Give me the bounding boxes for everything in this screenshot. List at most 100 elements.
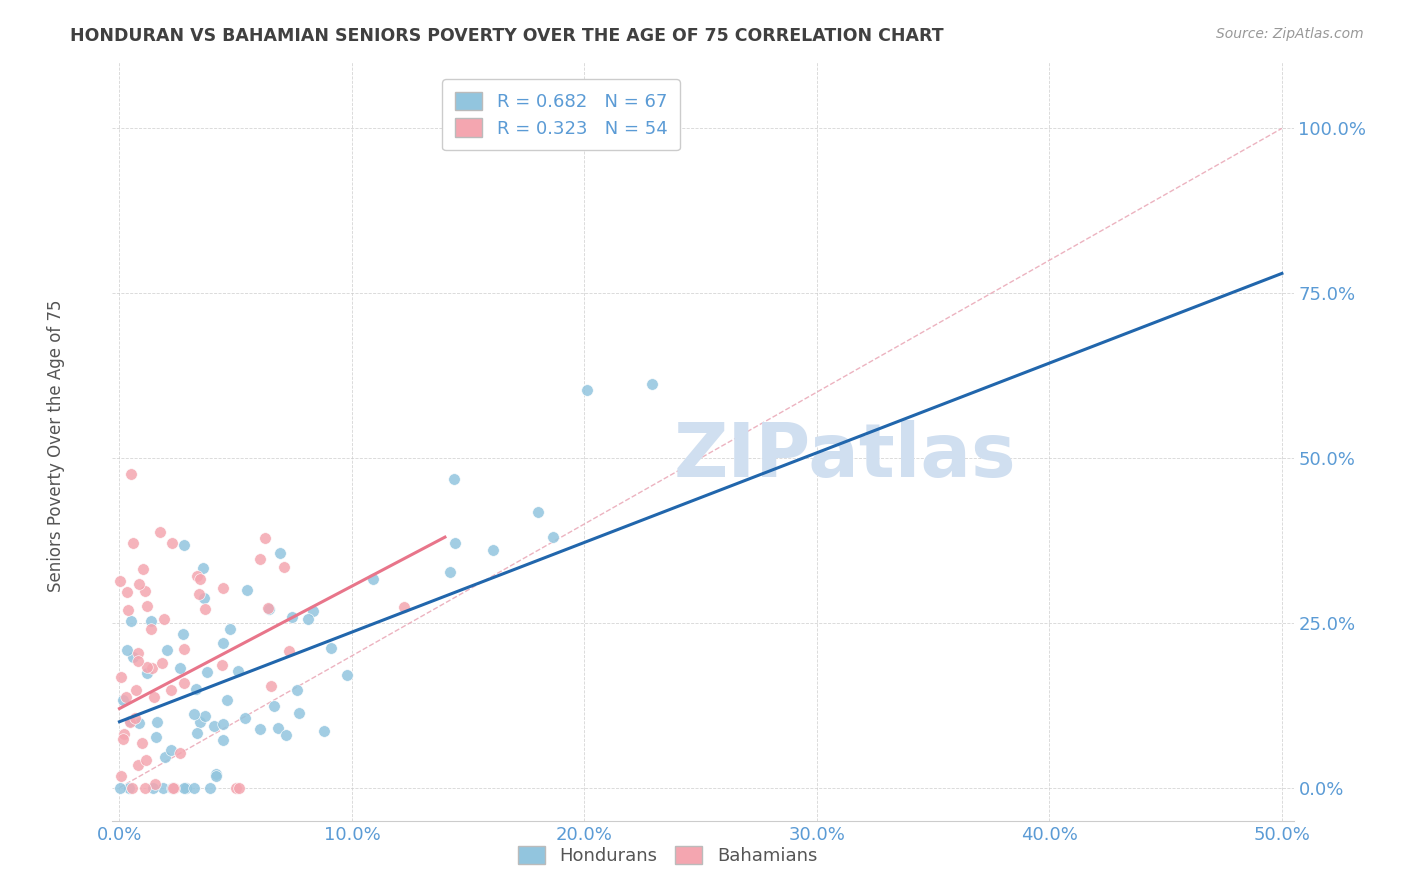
Point	[269, 546, 291, 560]
Point	[122, 649, 145, 664]
Point	[150, 656, 173, 670]
Point	[193, 591, 215, 605]
Point	[205, 769, 228, 783]
Point	[194, 709, 217, 723]
Point	[128, 577, 150, 591]
Point	[193, 561, 215, 575]
Point	[149, 525, 172, 540]
Point	[124, 711, 146, 725]
Point	[108, 574, 131, 588]
Point	[233, 711, 256, 725]
Point	[115, 690, 138, 704]
Point	[160, 536, 183, 550]
Point	[136, 665, 159, 680]
Point	[153, 750, 176, 764]
Point	[297, 612, 319, 626]
Point	[173, 538, 195, 552]
Text: ZIPatlas: ZIPatlas	[673, 420, 1017, 493]
Point	[169, 661, 191, 675]
Text: HONDURAN VS BAHAMIAN SENIORS POVERTY OVER THE AGE OF 75 CORRELATION CHART: HONDURAN VS BAHAMIAN SENIORS POVERTY OVE…	[70, 27, 943, 45]
Point	[111, 693, 134, 707]
Point	[312, 723, 335, 738]
Point	[163, 780, 186, 795]
Point	[160, 683, 183, 698]
Point	[112, 727, 135, 741]
Point	[257, 601, 280, 615]
Point	[172, 627, 194, 641]
Point	[212, 636, 235, 650]
Point	[278, 644, 301, 658]
Point	[281, 610, 304, 624]
Point	[173, 780, 195, 795]
Point	[136, 660, 159, 674]
Point	[198, 780, 221, 795]
Point	[176, 780, 198, 795]
Point	[152, 780, 174, 795]
Point	[128, 716, 150, 731]
Point	[173, 642, 195, 657]
Point	[273, 560, 295, 574]
Point	[260, 680, 283, 694]
Point	[108, 780, 131, 795]
Point	[187, 587, 209, 601]
Point	[139, 622, 162, 636]
Point	[142, 780, 165, 795]
Point	[443, 536, 465, 550]
Point	[228, 780, 250, 795]
Point	[641, 377, 664, 392]
Point	[211, 717, 233, 731]
Point	[257, 602, 280, 616]
Point	[285, 683, 308, 698]
Point	[439, 566, 461, 580]
Point	[117, 603, 139, 617]
Point	[263, 698, 285, 713]
Point	[211, 733, 233, 747]
Point	[254, 531, 277, 545]
Point	[186, 569, 208, 583]
Point	[156, 643, 179, 657]
Point	[145, 731, 167, 745]
Point	[118, 714, 141, 729]
Point	[197, 665, 219, 679]
Point	[211, 581, 233, 595]
Point	[236, 582, 259, 597]
Point	[526, 505, 548, 519]
Point	[121, 780, 143, 795]
Point	[267, 722, 290, 736]
Point	[194, 601, 217, 615]
Point	[184, 682, 207, 697]
Point	[162, 780, 184, 795]
Point	[131, 736, 153, 750]
Point	[361, 572, 384, 586]
Point	[135, 754, 157, 768]
Point	[122, 535, 145, 549]
Point	[127, 646, 149, 660]
Point	[146, 714, 169, 729]
Point	[543, 530, 565, 544]
Point	[115, 585, 138, 599]
Point	[188, 714, 211, 729]
Point	[136, 599, 159, 614]
Point	[249, 722, 271, 736]
Point	[110, 768, 132, 782]
Point	[143, 690, 166, 704]
Point	[127, 758, 149, 772]
Point	[183, 780, 205, 795]
Point	[394, 599, 416, 614]
Point	[211, 657, 233, 672]
Point	[141, 615, 163, 629]
Point	[287, 706, 309, 720]
Point	[127, 654, 149, 668]
Point	[134, 584, 156, 599]
Legend: Hondurans, Bahamians: Hondurans, Bahamians	[510, 838, 824, 872]
Point	[120, 614, 142, 628]
Point	[115, 643, 138, 657]
Point	[183, 706, 205, 721]
Point	[202, 719, 225, 733]
Point	[336, 667, 359, 681]
Point	[110, 670, 132, 684]
Point	[226, 664, 249, 678]
Point	[575, 384, 598, 398]
Point	[249, 552, 271, 566]
Point	[443, 472, 465, 486]
